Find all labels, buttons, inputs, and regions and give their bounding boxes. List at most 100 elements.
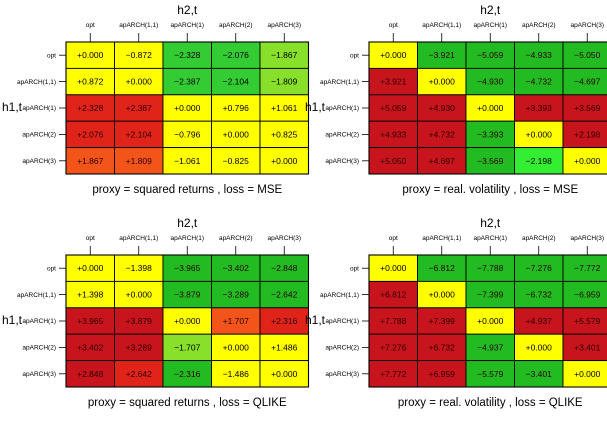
cell-value-label: +7.788 [380,316,407,326]
heatmap-panel-sq-returns-qlike: h2,t opt apARCH(1,1) apARCH(1) apARCH(2) apAR… [0,213,310,425]
x-axis-title: h2,t [480,3,501,17]
heatmap-cell [65,307,115,335]
cell-value-label: +6.812 [380,290,407,300]
column-label: apARCH(1) [170,235,204,242]
row-label: apARCH(2) [325,132,359,139]
heatmap-cell [211,307,261,335]
cell-value-label: +3.921 [380,77,407,87]
cell-value-label: +0.000 [574,369,601,379]
cell-value-label: −0.872 [126,50,153,60]
heatmap-cell [465,120,515,149]
cell-value-label: −5.050 [574,50,601,60]
heatmap-cell [514,94,564,122]
heatmap-cell [162,120,212,149]
row-label: opt [350,52,359,59]
cell-value-label: −3.393 [477,129,504,139]
cell-value-label: −4.732 [526,77,553,87]
cell-value-label: +0.000 [526,129,553,139]
heatmap-cell [211,41,261,69]
cell-value-label: +0.825 [271,129,298,139]
cell-value-label: +1.809 [126,156,153,166]
cell-value-label: +1.867 [77,156,104,166]
cell-value-label: +2.076 [77,129,104,139]
column-label: opt [86,22,95,29]
row-label: apARCH(1,1) [17,79,56,86]
heatmap-cell [259,94,309,122]
heatmap-panel-realvol-qlike: h2,t opt apARCH(1,1) apARCH(1) apARCH(2) apAR… [303,213,607,425]
y-axis-title: h1,t [305,100,326,114]
column-label: apARCH(2) [219,235,253,242]
heatmap-cell [162,94,212,122]
heatmap-cell [162,333,212,362]
cell-value-label: +2.387 [126,103,153,113]
cell-value-label: +7.772 [380,369,407,379]
heatmap-cell [368,147,418,175]
cell-value-label: −3.401 [526,369,553,379]
heatmap-cell [514,307,564,335]
cell-value-label: −6.812 [429,263,456,273]
cell-value-label: −1.707 [174,342,201,352]
cell-value-label: +0.000 [271,369,298,379]
cell-value-label: +6.732 [429,342,456,352]
heatmap-cell [562,280,607,309]
heatmap-cell [562,67,607,96]
chart-title: proxy = real. volatility , loss = MSE [402,184,578,196]
cell-value-label: +3.289 [126,342,153,352]
cell-value-label: −3.921 [429,50,456,60]
row-label: apARCH(1,1) [320,79,359,86]
heatmap-cell [211,147,261,175]
heatmap-cell [259,333,309,362]
cell-value-label: +0.000 [380,263,407,273]
heatmap-cell [465,333,515,362]
cell-value-label: +2.642 [126,369,153,379]
column-label: apARCH(1) [170,22,204,29]
cell-value-label: +0.000 [380,50,407,60]
cell-value-label: +0.000 [77,50,104,60]
cell-value-label: +0.000 [126,77,153,87]
cell-value-label: −0.796 [174,129,201,139]
cell-value-label: −7.399 [477,290,504,300]
heatmap-cell [259,120,309,149]
cell-value-label: −2.328 [174,50,201,60]
heatmap-cell [417,67,467,96]
column-label: opt [86,235,95,242]
cell-value-label: +0.000 [526,342,553,352]
cell-value-label: +2.104 [126,129,153,139]
cell-value-label: +0.000 [77,263,104,273]
cell-value-label: −1.486 [223,369,250,379]
heatmap-cell [514,360,564,388]
heatmap-panel-sq-returns-mse: h2,t opt apARCH(1,1) apARCH(1) apARCH(2) apAR… [0,0,310,212]
cell-value-label: −2.642 [271,290,298,300]
heatmap-cell [417,307,467,335]
cell-value-label: +0.000 [271,156,298,166]
cell-value-label: +5.050 [380,156,407,166]
cell-value-label: +0.000 [477,103,504,113]
heatmap-cell [417,280,467,309]
cell-value-label: +4.930 [429,103,456,113]
row-label: opt [47,52,56,59]
cell-value-label: −3.965 [174,263,201,273]
row-label: apARCH(3) [325,158,359,165]
heatmap-cell [514,147,564,175]
cell-value-label: +1.398 [77,290,104,300]
y-axis-title: h1,t [2,100,23,114]
heatmap-frame [368,254,607,388]
cell-value-label: +0.000 [174,316,201,326]
heatmap-cell [514,120,564,149]
row-label: apARCH(1,1) [320,292,359,299]
cell-value-label: +7.276 [380,342,407,352]
cell-value-label: +1.486 [271,342,298,352]
cell-value-label: +2.848 [77,369,104,379]
cell-value-label: −3.289 [223,290,250,300]
heatmap-cell [162,280,212,309]
column-label: apARCH(1,1) [422,22,461,29]
cell-value-label: +3.393 [526,103,553,113]
heatmap-cell [417,120,467,149]
cell-value-label: +3.879 [126,316,153,326]
heatmap-cell [417,254,467,282]
cell-value-label: −1.809 [271,77,298,87]
cell-value-label: +0.000 [429,290,456,300]
column-label: apARCH(3) [267,235,301,242]
x-axis-title: h2,t [480,216,501,230]
heatmap-cell [259,67,309,96]
